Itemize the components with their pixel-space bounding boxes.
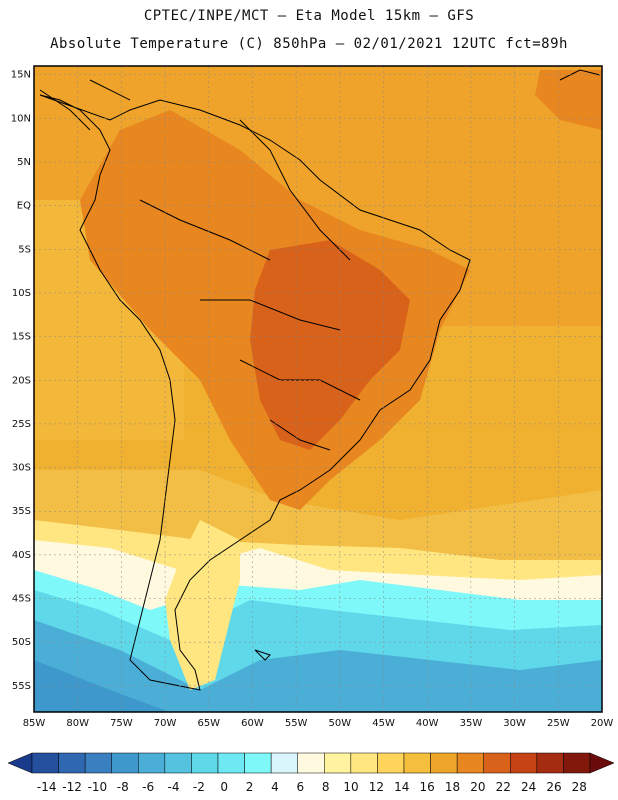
- longitude-label: 40W: [416, 718, 439, 729]
- latitude-label: 50S: [12, 637, 31, 648]
- longitude-label: 30W: [503, 718, 526, 729]
- country-borders: [139, 119, 361, 451]
- colorbar-min-arrow: [7, 752, 33, 774]
- cold-band-neg6: [34, 660, 170, 712]
- temperature-field: [34, 66, 602, 712]
- latitude-label: 35S: [12, 506, 31, 517]
- longitude-label: 65W: [197, 718, 220, 729]
- colorbar-label: 16: [419, 780, 434, 794]
- longitude-labels: 85W 80W 75W 70W 65W 60W 55W 50W 45W 40W 35W 30W 25W 2…: [23, 718, 614, 729]
- colorbar-label: 6: [296, 780, 304, 794]
- colorbar-label: 22: [496, 780, 511, 794]
- colorbar-segment: [244, 752, 272, 774]
- map-frame: [33, 65, 603, 713]
- longitude-label: 50W: [329, 718, 352, 729]
- map-subtitle: Absolute Temperature (C) 850hPa – 02/01/…: [50, 36, 568, 52]
- colorbar-segment: [324, 752, 352, 774]
- longitude-label: 45W: [372, 718, 395, 729]
- central-america-coast: [39, 79, 131, 131]
- latitude-label: 15S: [12, 332, 31, 343]
- latitude-label: 10N: [11, 113, 31, 124]
- latitude-label: 5N: [17, 157, 31, 168]
- colorbar-segment: [84, 752, 112, 774]
- cold-band-neg4: [34, 620, 602, 712]
- colorbar-segment: [297, 752, 325, 774]
- colorbar-label: -8: [117, 780, 129, 794]
- colorbar-label: 8: [322, 780, 330, 794]
- colorbar-segment: [430, 752, 458, 774]
- colorbar-segment: [164, 752, 192, 774]
- colorbar-label: 18: [445, 780, 460, 794]
- colorbar-label: -12: [62, 780, 82, 794]
- longitude-label: 70W: [154, 718, 177, 729]
- falkland-islands: [254, 649, 271, 661]
- africa-coast: [559, 69, 601, 81]
- continent-hot-core: [250, 240, 410, 450]
- latitude-label: 45S: [12, 594, 31, 605]
- longitude-label: 35W: [460, 718, 483, 729]
- map-title: CPTEC/INPE/MCT – Eta Model 15km – GFS: [143, 8, 475, 24]
- colorbar-segment: [536, 752, 564, 774]
- latitude-label: EQ: [17, 201, 31, 212]
- colorbar-label: 14: [394, 780, 409, 794]
- colorbar-label: -2: [193, 780, 205, 794]
- latitude-label: 15N: [11, 70, 31, 81]
- colorbar-segment: [350, 752, 378, 774]
- longitude-label: 25W: [547, 718, 570, 729]
- colorbar-segment: [403, 752, 431, 774]
- northeast-warm-band: [535, 70, 602, 130]
- latitude-labels: 15N 10N 5N EQ 5S 10S 15S 20S 25S 30S 35S 40S 45S 50S 5…: [11, 70, 31, 692]
- latitude-label: 20S: [12, 375, 31, 386]
- colorbar-label: 2: [246, 780, 254, 794]
- colorbar-label: 4: [271, 780, 279, 794]
- longitude-label: 20W: [591, 718, 614, 729]
- colorbar-segment: [563, 752, 591, 774]
- latitude-label: 40S: [12, 550, 31, 561]
- colorbar-segment: [191, 752, 219, 774]
- colorbar-label: 0: [220, 780, 228, 794]
- colorbar-segment: [111, 752, 139, 774]
- temperature-map: 15N 10N 5N EQ 5S 10S 15S 20S 25S 30S 35S 40S 45S 50S 5…: [11, 65, 614, 729]
- longitude-label: 80W: [66, 718, 89, 729]
- longitude-label: 60W: [241, 718, 264, 729]
- colorbar-segment: [31, 752, 59, 774]
- colorbar-segment: [510, 752, 538, 774]
- colorbar-segment: [377, 752, 405, 774]
- colorbar-label: 10: [343, 780, 358, 794]
- colorbar-segment: [217, 752, 245, 774]
- colorbar-label: 12: [369, 780, 384, 794]
- colorbar-label: -6: [142, 780, 154, 794]
- colorbar-segment: [456, 752, 484, 774]
- latitude-label: 5S: [18, 244, 31, 255]
- colorbar-label: 28: [572, 780, 587, 794]
- patagonia-band: [165, 520, 240, 690]
- colorbar-label: -10: [88, 780, 108, 794]
- longitude-label: 75W: [110, 718, 133, 729]
- colorbar-label: 20: [470, 780, 485, 794]
- colorbar-label: -4: [168, 780, 180, 794]
- colorbar-label: 24: [521, 780, 536, 794]
- colorbar-segment: [138, 752, 166, 774]
- latitude-label: 10S: [12, 288, 31, 299]
- latitude-label: 25S: [12, 419, 31, 430]
- longitude-label: 85W: [23, 718, 46, 729]
- colorbar-label: 26: [546, 780, 561, 794]
- colorbar-label: -14: [37, 780, 57, 794]
- latitude-label: 55S: [12, 681, 31, 692]
- colorbar-segment: [270, 752, 298, 774]
- colorbar-max-arrow: [589, 752, 615, 774]
- colorbar-segment: [483, 752, 511, 774]
- latitude-label: 30S: [12, 463, 31, 474]
- coastlines: [39, 69, 601, 691]
- colorbar-segment: [58, 752, 86, 774]
- south-america-coastline: [39, 94, 471, 691]
- colorbar: -14 -12 -10 -8 -6 -4 -2 0 2 4 6 8 10 12 14 16 18 20 22 24 26…: [7, 752, 615, 794]
- longitude-label: 55W: [285, 718, 308, 729]
